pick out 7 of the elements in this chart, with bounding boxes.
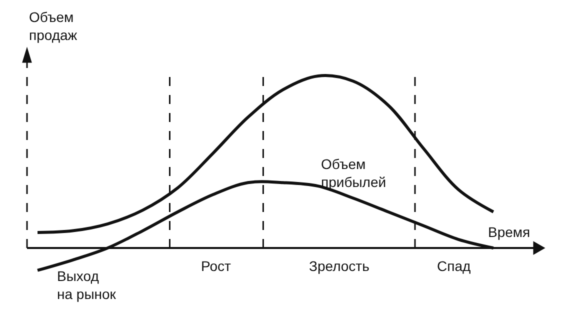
annotation: Рост (201, 258, 232, 274)
annotation: Спад (437, 258, 471, 274)
annotation: Выход на рынок (57, 268, 117, 302)
series-label: Объем прибылей (321, 156, 386, 190)
y-axis-title: Объем продаж (29, 9, 78, 44)
x-axis-title: Время (488, 224, 530, 240)
annotation: Зрелость (309, 258, 370, 274)
